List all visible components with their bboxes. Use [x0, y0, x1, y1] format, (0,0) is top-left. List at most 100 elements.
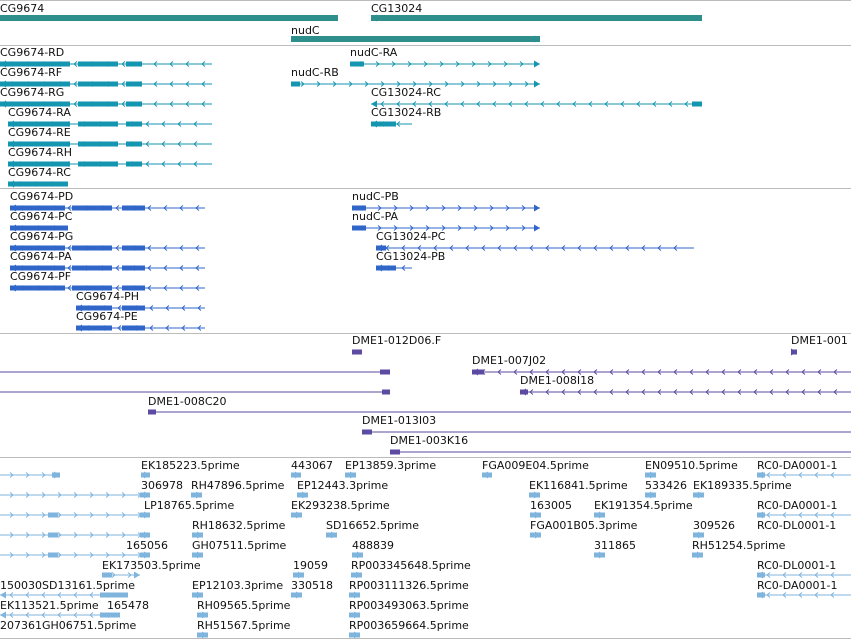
exon-block[interactable]	[122, 205, 145, 211]
feature-label[interactable]: 306978	[141, 479, 183, 492]
feature-label[interactable]: RC0-DA0001-1	[757, 499, 838, 512]
feature-label[interactable]: CG9674-RD	[0, 46, 64, 59]
feature-label[interactable]: RP003493063.5prime	[349, 599, 469, 612]
feature-label[interactable]: EK173503.5prime	[102, 559, 201, 572]
exon-block[interactable]	[10, 205, 65, 211]
exon-block[interactable]	[72, 265, 112, 271]
feature-label[interactable]: LP18765.5prime	[144, 499, 235, 512]
exon-block[interactable]	[76, 325, 112, 331]
exon-block[interactable]	[126, 61, 142, 67]
exon-block[interactable]	[8, 121, 70, 127]
exon-block[interactable]	[352, 205, 366, 211]
exon-block[interactable]	[350, 61, 364, 67]
feature-label[interactable]: RH09565.5prime	[197, 599, 291, 612]
exon-block[interactable]	[148, 409, 156, 415]
exon-block[interactable]	[72, 245, 112, 251]
exon-block[interactable]	[48, 532, 58, 538]
feature-label[interactable]: EP13859.3prime	[345, 459, 436, 472]
exon-block[interactable]	[78, 81, 118, 87]
feature-label[interactable]: RH51567.5prime	[197, 619, 291, 632]
feature-label[interactable]: CG9674-RG	[0, 86, 64, 99]
feature-label[interactable]: RP003345648.5prime	[351, 559, 471, 572]
feature-label[interactable]: RP003111326.5prime	[349, 579, 469, 592]
exon-block[interactable]	[10, 285, 65, 291]
feature-label[interactable]: DME1-008I18	[520, 374, 594, 387]
gene-bar[interactable]	[371, 15, 702, 21]
exon-block[interactable]	[126, 101, 142, 107]
exon-block[interactable]	[122, 325, 145, 331]
feature-label[interactable]: EK189335.5prime	[693, 479, 792, 492]
feature-label[interactable]: CG13024-RC	[371, 86, 441, 99]
feature-label[interactable]: FGA001B05.3prime	[530, 519, 638, 532]
gene-label[interactable]: CG9674	[0, 2, 44, 15]
feature-label[interactable]: RC0-DL0001-1	[757, 559, 836, 572]
feature-label[interactable]: CG9674-RH	[8, 146, 72, 159]
feature-label[interactable]: EP12443.3prime	[297, 479, 388, 492]
exon-block[interactable]	[100, 592, 128, 598]
feature-label[interactable]: CG9674-PF	[10, 270, 71, 283]
feature-label[interactable]: 19059	[293, 559, 328, 572]
feature-label[interactable]: 311865	[594, 539, 636, 552]
feature-label[interactable]: DME1-012D06.F	[352, 334, 441, 347]
feature-label[interactable]: RC0-DA0001-1	[757, 459, 838, 472]
feature-label[interactable]: DME1-001	[791, 334, 848, 347]
exon-block[interactable]	[291, 81, 300, 87]
feature-label[interactable]: DME1-013I03	[362, 414, 436, 427]
feature-label[interactable]: 488839	[352, 539, 394, 552]
exon-block[interactable]	[126, 121, 142, 127]
exon-block[interactable]	[100, 612, 120, 618]
exon-block[interactable]	[122, 245, 145, 251]
feature-label[interactable]: RH47896.5prime	[191, 479, 285, 492]
feature-label[interactable]: RP003659664.5prime	[349, 619, 469, 632]
feature-label[interactable]: RC0-DA0001-1	[757, 579, 838, 592]
feature-label[interactable]: CG9674-PE	[76, 310, 138, 323]
feature-label[interactable]: nudC-RB	[291, 66, 339, 79]
feature-label[interactable]: EN09510.5prime	[645, 459, 738, 472]
gene-bar[interactable]	[0, 15, 338, 21]
feature-label[interactable]: 330518	[291, 579, 333, 592]
feature-label[interactable]: 165478	[107, 599, 149, 612]
feature-label[interactable]: SD16652.5prime	[326, 519, 419, 532]
feature-label[interactable]: EK191354.5prime	[594, 499, 693, 512]
feature-label[interactable]: 165056	[126, 539, 168, 552]
exon-block[interactable]	[48, 552, 58, 558]
exon-block[interactable]	[0, 101, 70, 107]
feature-label[interactable]: CG9674-RE	[8, 126, 71, 139]
exon-block[interactable]	[692, 101, 702, 107]
exon-block[interactable]	[102, 572, 112, 578]
feature-label[interactable]: RC0-DL0001-1	[757, 519, 836, 532]
exon-block[interactable]	[78, 101, 118, 107]
feature-label[interactable]: GH07511.5prime	[192, 539, 287, 552]
exon-block[interactable]	[390, 449, 400, 455]
feature-label[interactable]: CG9674-PA	[10, 250, 72, 263]
exon-block[interactable]	[382, 389, 390, 395]
feature-label[interactable]: RH18632.5prime	[192, 519, 286, 532]
feature-label[interactable]: CG13024-RB	[371, 106, 441, 119]
feature-label[interactable]: DME1-007J02	[472, 354, 546, 367]
exon-block[interactable]	[78, 141, 118, 147]
exon-block[interactable]	[122, 265, 145, 271]
feature-label[interactable]: CG9674-RA	[8, 106, 71, 119]
feature-label[interactable]: nudC-RA	[350, 46, 398, 59]
exon-block[interactable]	[10, 225, 68, 231]
gene-bar[interactable]	[291, 36, 540, 42]
feature-label[interactable]: 533426	[645, 479, 687, 492]
feature-label[interactable]: DME1-008C20	[148, 395, 227, 408]
exon-block[interactable]	[371, 121, 396, 127]
feature-label[interactable]: EP12103.3prime	[192, 579, 283, 592]
exon-block[interactable]	[352, 349, 362, 355]
exon-block[interactable]	[122, 285, 145, 291]
exon-block[interactable]	[78, 161, 118, 167]
exon-block[interactable]	[72, 285, 112, 291]
exon-block[interactable]	[10, 265, 65, 271]
exon-block[interactable]	[8, 161, 70, 167]
exon-block[interactable]	[126, 161, 142, 167]
exon-block[interactable]	[376, 265, 396, 271]
feature-label[interactable]: 150030SD13161.5prime	[0, 579, 135, 592]
exon-block[interactable]	[78, 121, 118, 127]
feature-label[interactable]: DME1-003K16	[390, 434, 468, 447]
feature-label[interactable]: CG9674-RF	[0, 66, 62, 79]
exon-block[interactable]	[78, 61, 118, 67]
exon-block[interactable]	[0, 81, 70, 87]
feature-label[interactable]: EK185223.5prime	[141, 459, 240, 472]
